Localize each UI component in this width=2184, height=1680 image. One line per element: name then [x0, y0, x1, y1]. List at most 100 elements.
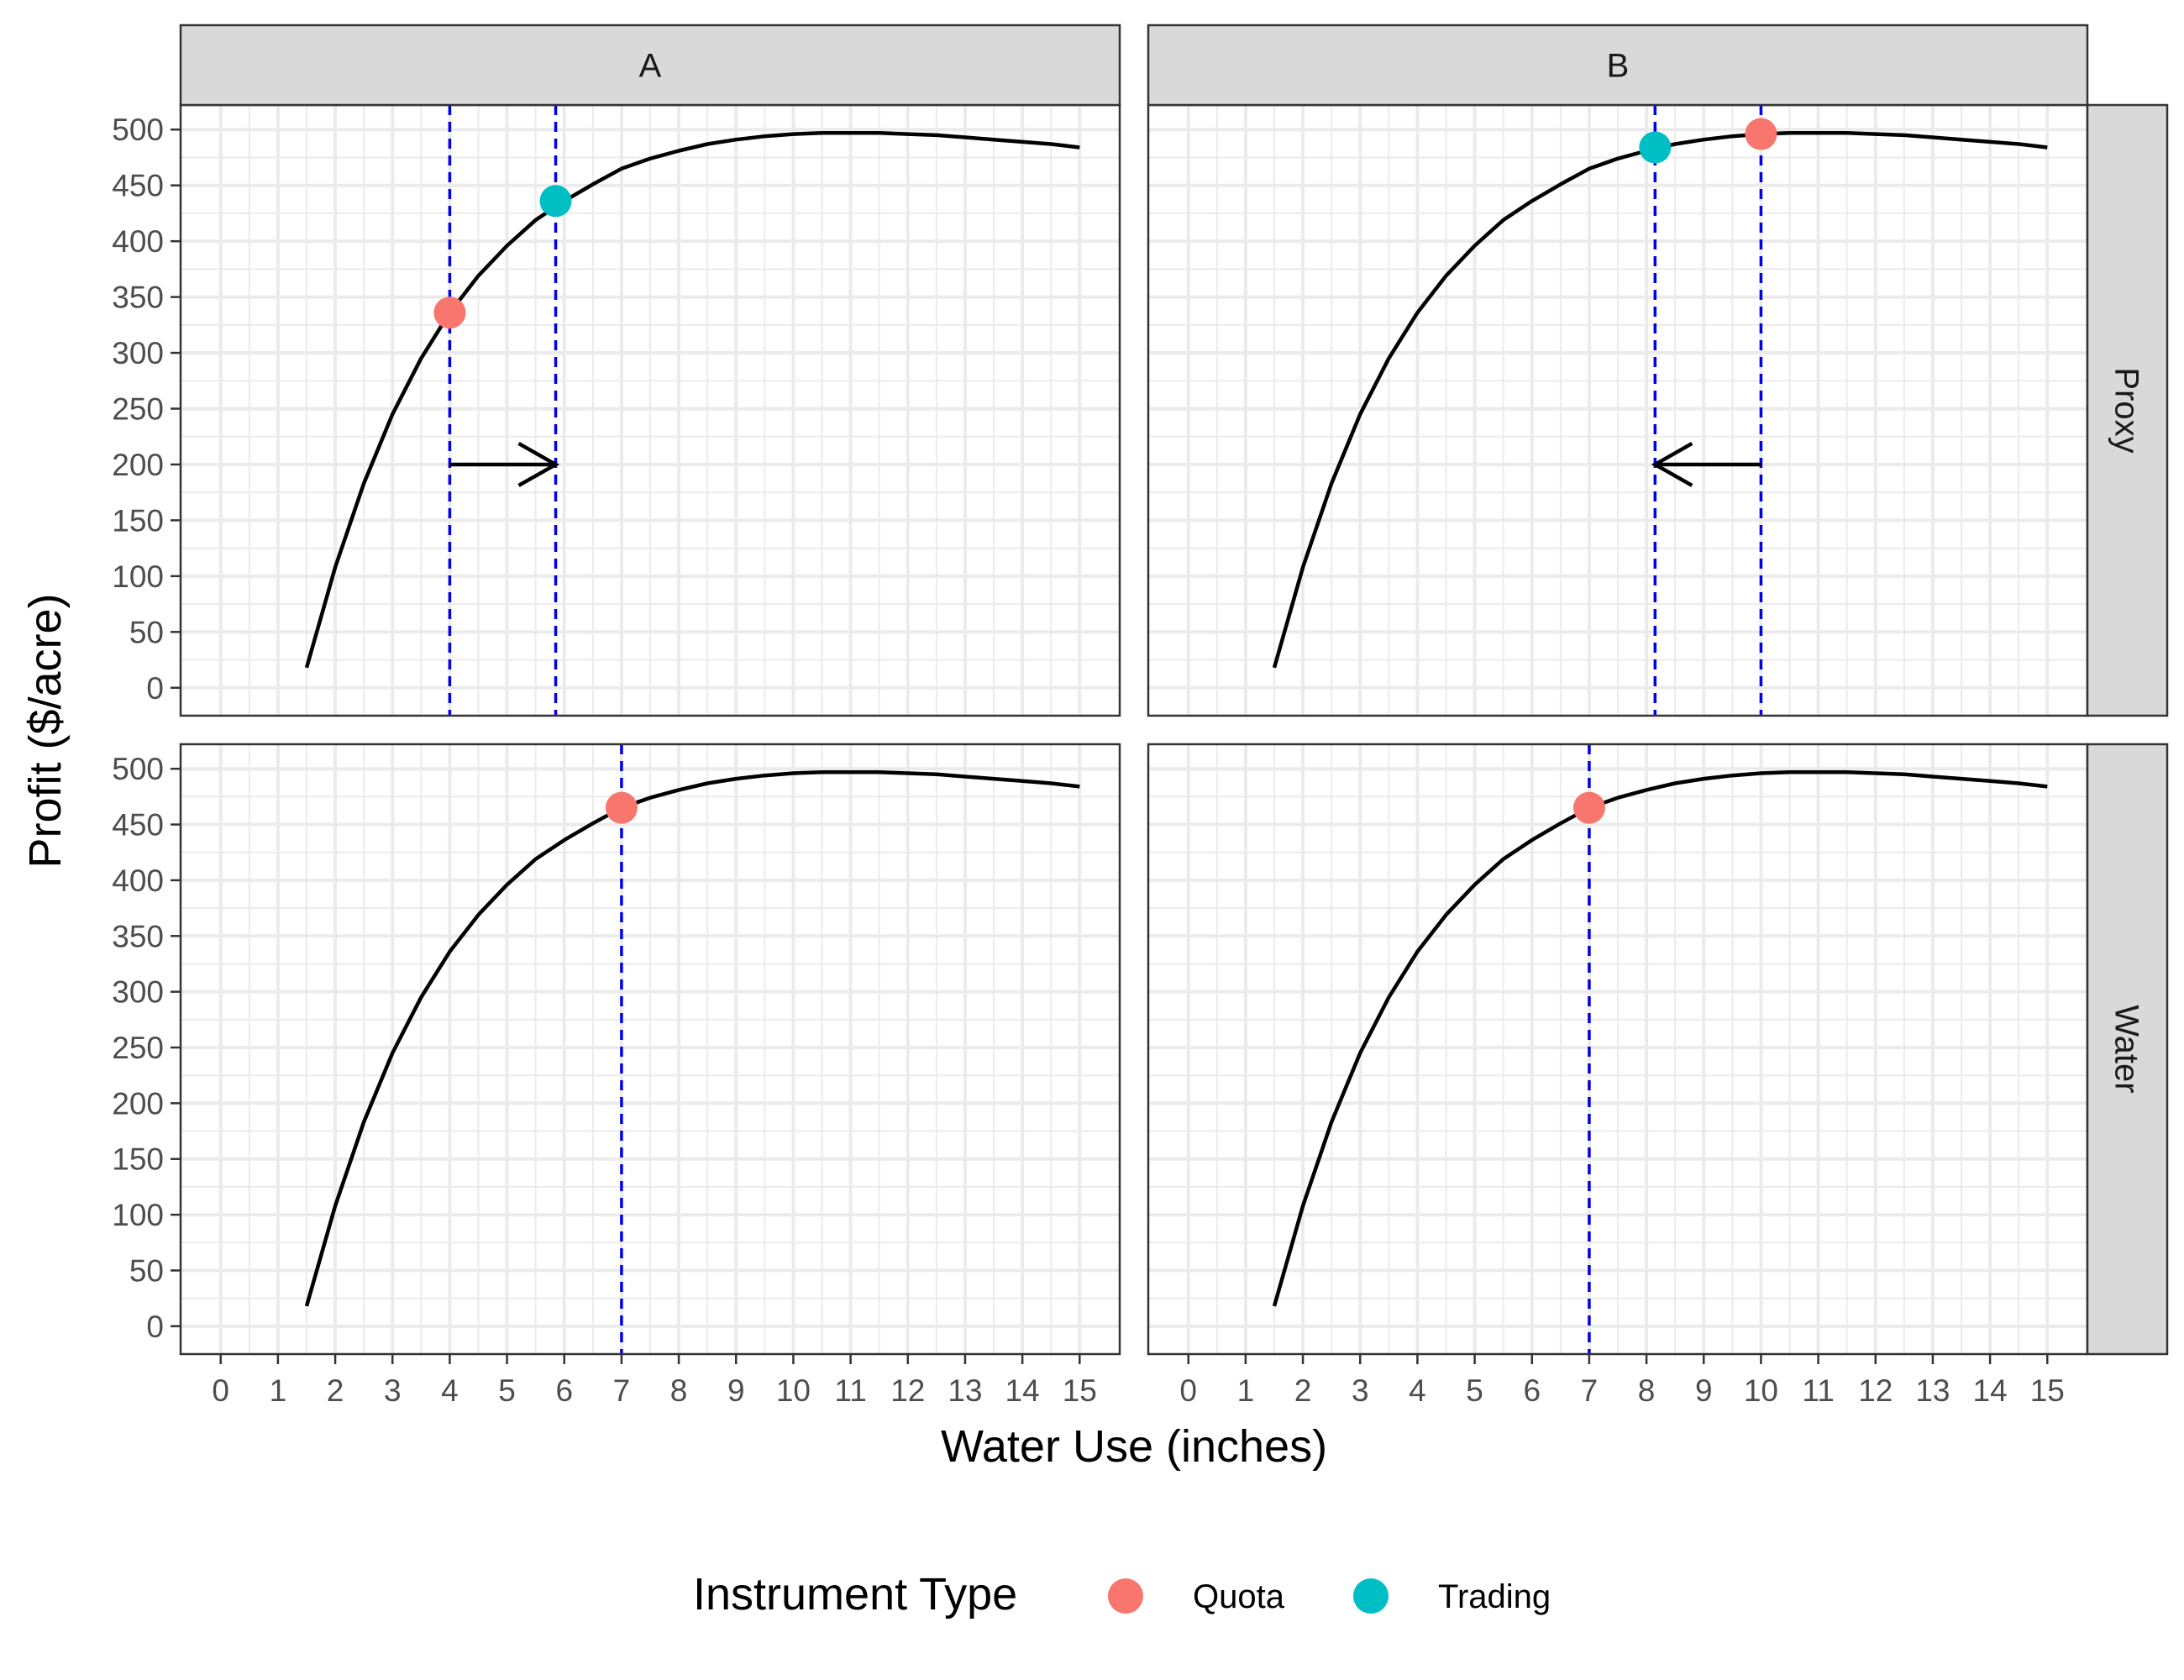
strip-row-proxy: Proxy	[2086, 103, 2169, 717]
panel-a-water	[179, 743, 1121, 1356]
y-tick-label: 250	[112, 1031, 164, 1065]
x-tick-label: 6	[555, 1373, 573, 1408]
y-tick-label: 200	[112, 448, 164, 482]
x-tick-label: 12	[890, 1373, 925, 1408]
y-axis-proxy: 0 50 100 150 200 250 300 350 400 450 500	[112, 113, 181, 706]
y-tick-label: 100	[112, 559, 164, 594]
strip-label: Water	[2108, 1005, 2145, 1093]
x-tick-label: 15	[2030, 1373, 2065, 1408]
y-tick-label: 500	[112, 113, 164, 147]
legend-key-trading	[1353, 1578, 1389, 1614]
strip-label: Proxy	[2108, 367, 2145, 453]
panel-b-proxy	[1147, 103, 2089, 717]
panels-layer	[179, 103, 2089, 1356]
y-tick-label: 300	[112, 336, 164, 370]
point-trading	[1639, 131, 1672, 164]
x-tick-label: 12	[1858, 1373, 1893, 1408]
profit-curve	[1272, 769, 2048, 1307]
strip-background	[1147, 24, 2089, 107]
x-tick-label: 5	[1466, 1373, 1483, 1408]
x-tick-label: 11	[834, 1373, 866, 1408]
profit-curve	[304, 130, 1080, 669]
x-tick-label: 0	[1179, 1373, 1197, 1408]
y-tick-label: 0	[146, 1310, 164, 1344]
x-tick-label: 6	[1523, 1373, 1541, 1408]
x-axis-a: 0 1 2 3 4 5 6 7 8 9 10 11 12 13 14 15	[212, 1354, 1097, 1408]
x-tick-label: 15	[1063, 1373, 1097, 1408]
x-tick-label: 14	[1005, 1373, 1040, 1408]
y-tick-label: 300	[112, 975, 164, 1010]
y-axis-title: Profit ($/acre)	[20, 593, 71, 868]
x-tick-label: 9	[727, 1373, 745, 1408]
y-tick-label: 0	[146, 671, 164, 706]
major-gridlines	[181, 744, 1120, 1354]
point-quota	[605, 791, 638, 824]
strip-column-b: B	[1147, 24, 2089, 107]
axes-layer: 0501001502002503003504004505000501001502…	[112, 113, 2065, 1408]
major-gridlines	[1148, 105, 2087, 716]
legend-entry-trading: Trading	[1353, 1578, 1551, 1615]
point-quota	[433, 297, 466, 329]
x-tick-label: 7	[1581, 1373, 1599, 1408]
x-tick-label: 3	[384, 1373, 402, 1408]
strip-background	[179, 24, 1121, 107]
point-quota	[1745, 118, 1777, 150]
major-gridlines	[1148, 744, 2087, 1354]
y-tick-label: 350	[112, 919, 164, 953]
strip-background	[2086, 103, 2169, 717]
x-tick-label: 5	[498, 1373, 516, 1408]
x-tick-label: 9	[1695, 1373, 1713, 1408]
legend: Instrument Type Quota Trading	[693, 1569, 1551, 1620]
x-tick-label: 11	[1802, 1373, 1834, 1408]
x-axis-b: 0 1 2 3 4 5 6 7 8 9 10 11 12 13 14 15	[1179, 1354, 2065, 1408]
strips-layer: A B Proxy Water	[179, 24, 2169, 1356]
strip-row-water: Water	[2086, 743, 2169, 1356]
strip-background	[2086, 743, 2169, 1356]
x-tick-label: 13	[1915, 1373, 1950, 1408]
x-axis-title: Water Use (inches)	[941, 1421, 1327, 1472]
legend-key-quota	[1108, 1578, 1143, 1614]
y-tick-label: 200	[112, 1086, 164, 1121]
x-tick-label: 0	[212, 1373, 229, 1408]
strip-column-a: A	[179, 24, 1121, 107]
panel-border	[179, 743, 1121, 1356]
y-tick-label: 50	[129, 615, 164, 649]
x-tick-label: 13	[948, 1373, 982, 1408]
y-tick-label: 50	[129, 1253, 164, 1288]
x-tick-label: 3	[1352, 1373, 1369, 1408]
shift-arrow-head	[517, 442, 560, 487]
y-tick-label: 100	[112, 1198, 164, 1232]
x-tick-label: 4	[441, 1373, 459, 1408]
y-tick-label: 150	[112, 1142, 164, 1177]
y-tick-label: 150	[112, 503, 164, 538]
point-trading	[539, 185, 572, 218]
legend-entry-quota: Quota	[1108, 1578, 1285, 1615]
shift-arrow-head	[1651, 442, 1693, 487]
x-tick-label: 8	[1638, 1373, 1656, 1408]
x-tick-label: 10	[776, 1373, 811, 1408]
x-tick-label: 8	[670, 1373, 688, 1408]
x-tick-label: 2	[327, 1373, 344, 1408]
y-tick-label: 400	[112, 224, 164, 259]
major-gridlines	[181, 105, 1120, 716]
x-tick-label: 7	[613, 1373, 631, 1408]
y-axis-water: 0 50 100 150 200 250 300 350 400 450 500	[112, 752, 181, 1344]
x-tick-label: 14	[1973, 1373, 2008, 1408]
x-tick-label: 1	[270, 1373, 287, 1408]
y-tick-label: 250	[112, 392, 164, 427]
x-tick-label: 4	[1409, 1373, 1426, 1408]
x-tick-label: 10	[1744, 1373, 1778, 1408]
y-tick-label: 450	[112, 169, 164, 203]
panel-a-proxy	[179, 103, 1121, 717]
strip-label: A	[639, 48, 662, 85]
profit-curve	[304, 769, 1080, 1307]
point-quota	[1572, 791, 1605, 824]
legend-label: Quota	[1193, 1578, 1285, 1615]
y-tick-label: 400	[112, 864, 164, 898]
legend-title: Instrument Type	[693, 1569, 1017, 1620]
x-tick-label: 2	[1294, 1373, 1312, 1408]
y-tick-label: 350	[112, 281, 164, 315]
panel-b-water	[1147, 743, 2089, 1356]
y-tick-label: 450	[112, 808, 164, 843]
